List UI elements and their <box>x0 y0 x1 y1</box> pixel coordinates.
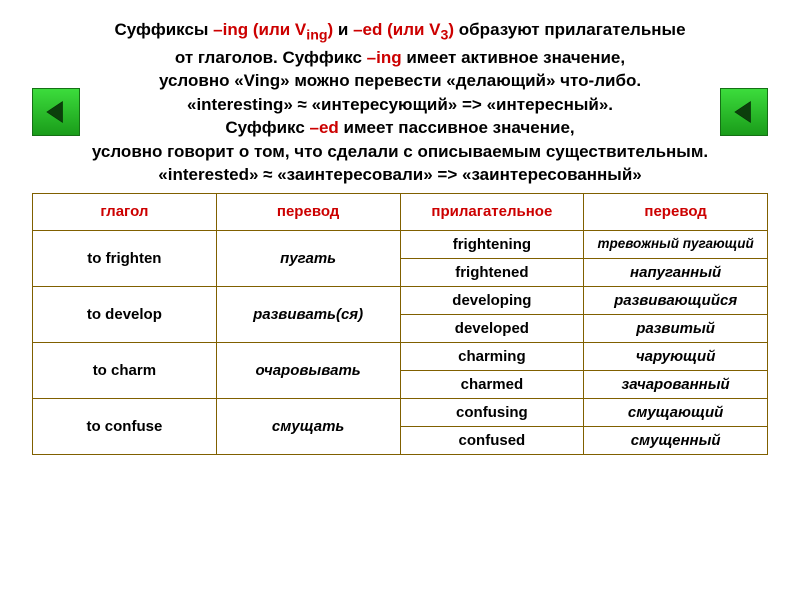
col-adj-trans: перевод <box>584 193 768 230</box>
h-l5a: Суффикс <box>225 118 309 137</box>
cell-vtrans: развивать(ся) <box>216 286 400 342</box>
nav-prev-button[interactable] <box>32 88 80 136</box>
cell-adjtrans: развивающийся <box>584 286 768 314</box>
col-verb: глагол <box>33 193 217 230</box>
cell-adj: frightened <box>400 258 584 286</box>
cell-adjtrans: тревожный пугающий <box>584 230 768 258</box>
h-l4: «interesting» ≈ «интересующий» => «интер… <box>187 95 613 114</box>
cell-adj: confused <box>400 426 584 454</box>
h-l1b: –ing (или V <box>213 20 306 39</box>
cell-adj: frightening <box>400 230 584 258</box>
h-l2a: от глаголов. Суффикс <box>175 48 367 67</box>
cell-adj: charmed <box>400 370 584 398</box>
table-header-row: глагол перевод прилагательное перевод <box>33 193 768 230</box>
cell-adjtrans: смущенный <box>584 426 768 454</box>
header-text: Суффиксы –ing (или Ving) и –ed (или V3) … <box>32 18 768 187</box>
cell-vtrans: смущать <box>216 398 400 454</box>
table-row: to charm очаровывать charming чарующий <box>33 342 768 370</box>
h-l2b: –ing <box>367 48 402 67</box>
h-l6: условно говорит о том, что сделали с опи… <box>92 142 708 161</box>
cell-adjtrans: напуганный <box>584 258 768 286</box>
col-verb-trans: перевод <box>216 193 400 230</box>
cell-adj: developing <box>400 286 584 314</box>
cell-vtrans: пугать <box>216 230 400 286</box>
cell-adjtrans: чарующий <box>584 342 768 370</box>
cell-adj: developed <box>400 314 584 342</box>
triangle-left-icon <box>43 99 69 125</box>
nav-next-button[interactable] <box>720 88 768 136</box>
cell-adjtrans: зачарованный <box>584 370 768 398</box>
cell-adj: confusing <box>400 398 584 426</box>
cell-vtrans: очаровывать <box>216 342 400 398</box>
h-l5b: –ed <box>310 118 339 137</box>
cell-adjtrans: смущающий <box>584 398 768 426</box>
cell-adjtrans: развитый <box>584 314 768 342</box>
cell-verb: to charm <box>33 342 217 398</box>
h-l5c: имеет пассивное значение, <box>339 118 575 137</box>
cell-adj: charming <box>400 342 584 370</box>
suffix-table: глагол перевод прилагательное перевод to… <box>32 193 768 455</box>
table-row: to develop развивать(ся) developing разв… <box>33 286 768 314</box>
table-row: to confuse смущать confusing смущающий <box>33 398 768 426</box>
cell-verb: to confuse <box>33 398 217 454</box>
cell-verb: to frighten <box>33 230 217 286</box>
h-l1c: ing <box>306 27 327 43</box>
col-adj: прилагательное <box>400 193 584 230</box>
cell-verb: to develop <box>33 286 217 342</box>
h-l2c: имеет активное значение, <box>402 48 625 67</box>
h-l1i: образуют прилагательные <box>454 20 685 39</box>
h-l7: «interested» ≈ «заинтересовали» => «заин… <box>158 165 641 184</box>
triangle-left-icon <box>731 99 757 125</box>
h-l1a: Суффиксы <box>114 20 213 39</box>
h-l1e: и <box>333 20 353 39</box>
h-l1f: –ed (или V <box>353 20 440 39</box>
h-l3: условно «Ving» можно перевести «делающий… <box>159 71 641 90</box>
table-row: to frighten пугать frightening тревожный… <box>33 230 768 258</box>
